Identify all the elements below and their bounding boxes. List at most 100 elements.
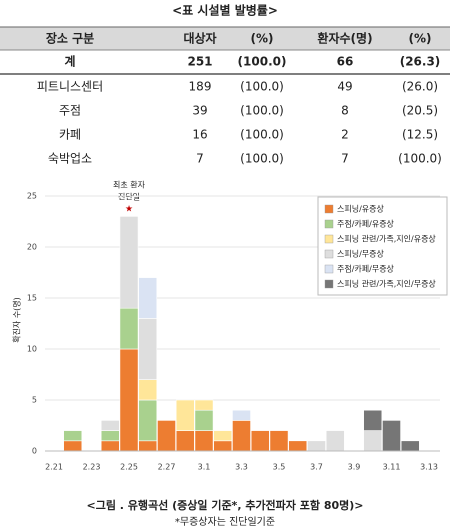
bar-segment	[138, 318, 158, 380]
table-cell: 7	[196, 152, 204, 166]
legend-label: 스피닝/유증상	[337, 204, 384, 214]
table-cell: 주점	[59, 104, 81, 118]
table-cell: 숙박업소	[48, 152, 92, 166]
table-cell: (100.0)	[240, 104, 284, 118]
bar-segment	[63, 430, 83, 442]
bar-segment	[325, 430, 345, 452]
x-tick-label: 3.13	[420, 463, 438, 472]
table-cell: 카페	[59, 128, 81, 142]
x-tick-label: 3.5	[273, 463, 286, 472]
table-header-cell: 환자수(명)	[317, 31, 372, 46]
table-cell: (100.0)	[398, 152, 442, 166]
annotation: 최초 환자	[113, 180, 146, 190]
bar-segment	[269, 430, 289, 452]
bar-segment	[138, 440, 158, 452]
bar-segment	[175, 399, 195, 431]
legend-swatch	[324, 264, 334, 274]
legend-label: 주점/카페/유증상	[337, 219, 395, 229]
bar-segment	[213, 430, 233, 442]
legend-swatch	[324, 234, 334, 244]
y-tick-label: 5	[32, 396, 37, 405]
bar-segment	[307, 440, 326, 452]
table-cell: (100.0)	[240, 80, 284, 94]
plot: 0 5 10 15 20 25 2.21 2.23 2.25 2.27 3.1 3.3 3.5 3.7 3.…	[27, 192, 440, 472]
bar-segment	[100, 430, 120, 442]
legend-label: 스피닝 관련/가족,지인/유증상	[337, 234, 436, 244]
bar-segment	[250, 430, 270, 452]
table-cell: 2	[341, 128, 349, 142]
bar-segment	[232, 420, 251, 452]
bar-segment	[119, 307, 139, 350]
table-cell: (26.0)	[402, 80, 438, 94]
y-tick-label: 20	[27, 243, 37, 252]
table-cell: 16	[192, 128, 207, 142]
bar-segment	[194, 399, 214, 411]
x-tick-label: 3.11	[383, 463, 401, 472]
bar-segment	[363, 409, 383, 431]
table-cell: (12.5)	[402, 128, 438, 142]
bar-segment	[119, 348, 139, 452]
figure-caption: <그림 . 유행곡선 (증상일 기준*, 추가전파자 포함 80명)>	[87, 498, 364, 512]
y-tick-label: 25	[27, 192, 37, 201]
x-tick-label: 2.21	[45, 463, 63, 472]
y-tick-label: 15	[27, 294, 37, 303]
figure-note: *무증상자는 진단일기준	[175, 516, 275, 528]
table-cell: (100.0)	[240, 152, 284, 166]
table-title: <표 시설별 발병률>	[172, 3, 278, 18]
legend-label: 스피닝/무증상	[337, 249, 384, 259]
bar-segment	[194, 430, 214, 452]
table-cell: 49	[337, 80, 352, 94]
table-header-cell: (%)	[409, 32, 432, 46]
bar-segment	[157, 420, 176, 452]
x-tick-label: 2.25	[120, 463, 138, 472]
bar-segment	[119, 216, 139, 309]
table-cell: 66	[337, 55, 354, 69]
table-header-bg	[0, 27, 450, 50]
y-tick-label: 10	[27, 345, 37, 354]
bar-segment	[400, 440, 420, 452]
legend-swatch	[324, 249, 334, 259]
table-cell: 189	[189, 80, 212, 94]
table-cell: 7	[341, 152, 349, 166]
table-header-cell: 장소 구분	[46, 32, 94, 46]
bar-segment	[175, 430, 195, 452]
table-cell: (20.5)	[402, 104, 438, 118]
bar-segment	[63, 440, 83, 452]
bar-segment	[194, 409, 214, 431]
bar-segment	[363, 430, 383, 452]
legend-swatch	[324, 279, 334, 289]
bar-segment	[213, 440, 233, 452]
x-tick-label: 3.1	[198, 463, 211, 472]
bar-segment	[100, 440, 120, 452]
legend-swatch	[324, 219, 334, 229]
x-tick-label: 3.9	[348, 463, 361, 472]
table-cell: (100.0)	[238, 55, 287, 69]
bar-segment	[138, 379, 158, 401]
table-cell: (100.0)	[240, 128, 284, 142]
table-cell: 39	[192, 104, 207, 118]
star-icon: ★	[125, 205, 133, 215]
y-tick-label: 0	[32, 447, 37, 456]
bar-segment	[138, 277, 158, 319]
legend-label: 주점/카페/무증상	[337, 264, 395, 274]
bar-segment	[232, 409, 251, 421]
x-tick-label: 3.7	[310, 463, 323, 472]
legend-label: 스피닝 관련/가족,지인/무증상	[337, 279, 436, 289]
legend-swatch	[324, 204, 334, 214]
x-tick-label: 3.3	[235, 463, 248, 472]
table-header-cell: 대상자	[183, 31, 216, 46]
bar-segment	[138, 399, 158, 442]
table-cell: 8	[341, 104, 349, 118]
table-cell: 계	[64, 54, 75, 69]
legend-box	[317, 196, 448, 296]
bar-segment	[100, 420, 120, 431]
x-tick-label: 2.23	[83, 463, 101, 472]
bar-segment	[382, 420, 401, 452]
table-cell: 피트니스센터	[37, 80, 103, 94]
table-cell: 251	[187, 55, 212, 69]
table-header-cell: (%)	[251, 32, 274, 46]
x-tick-label: 2.27	[158, 463, 176, 472]
